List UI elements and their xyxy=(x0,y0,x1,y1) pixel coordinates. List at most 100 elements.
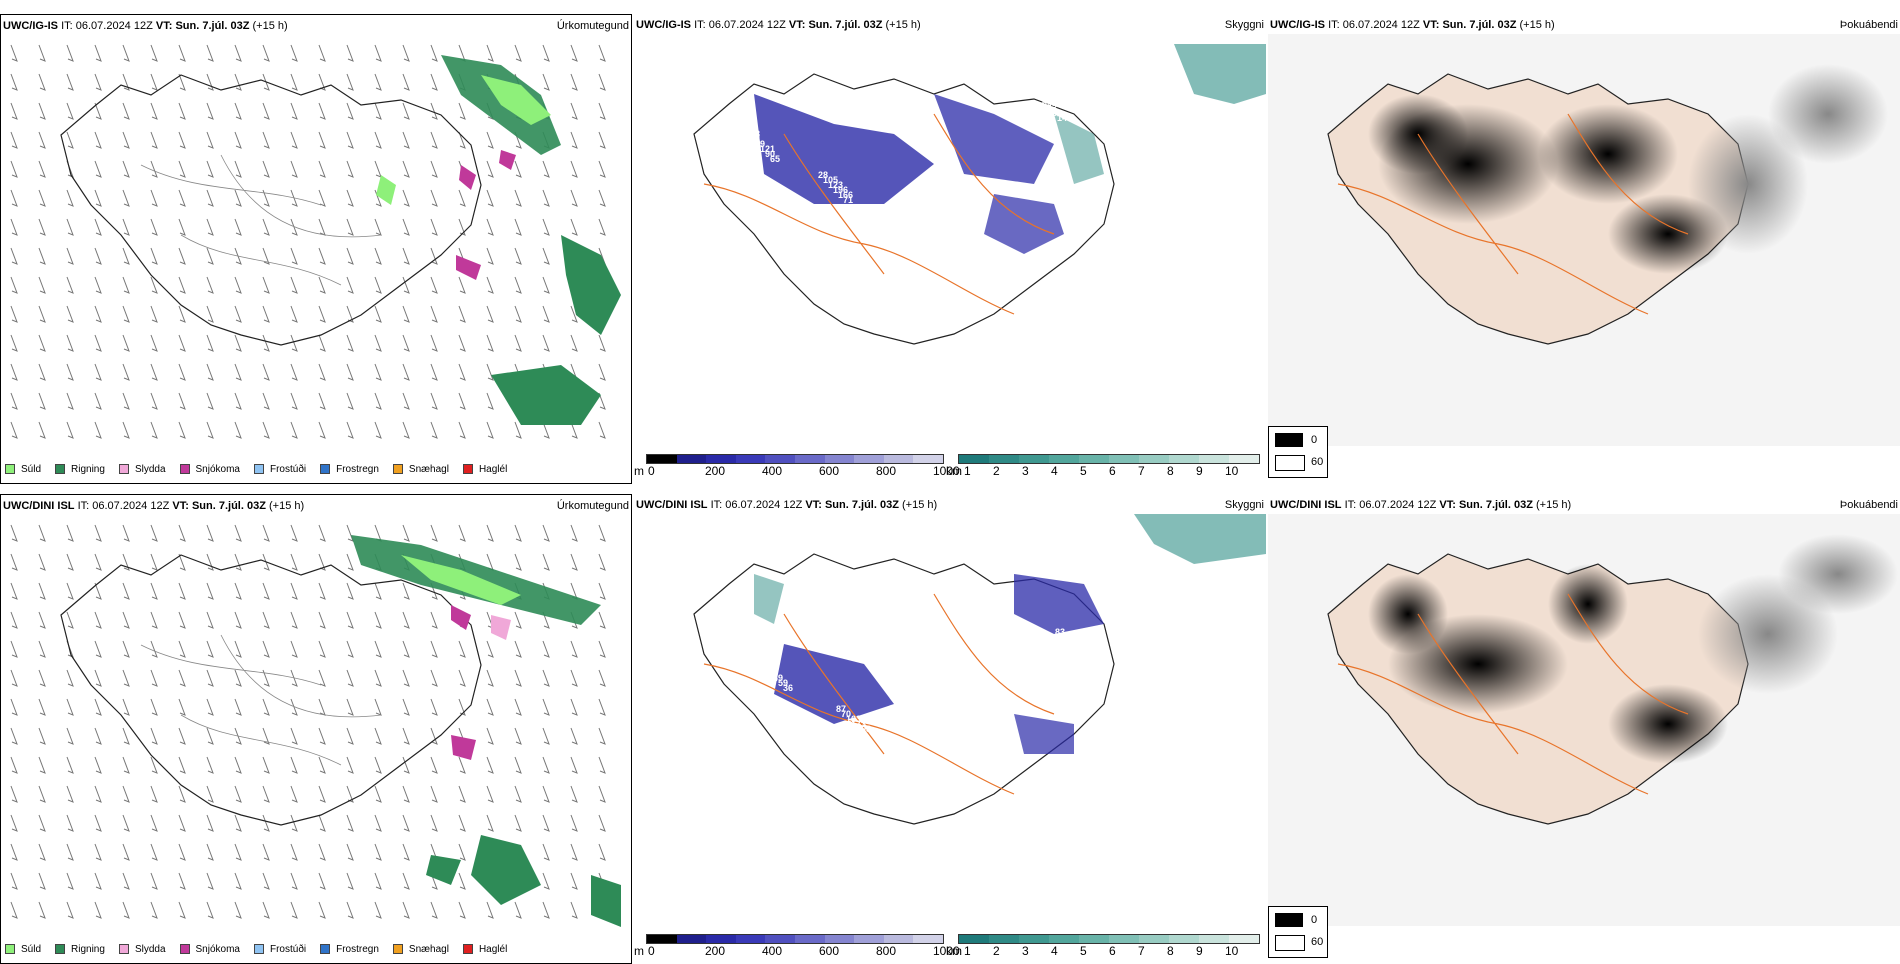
visibility-value: 163 xyxy=(846,714,861,724)
wind-barb xyxy=(542,247,550,265)
vt-label: VT: xyxy=(1439,499,1456,511)
wind-barb xyxy=(66,131,74,149)
wind-barb xyxy=(150,843,158,861)
wind-barb xyxy=(598,553,606,571)
wind-barb xyxy=(94,582,102,600)
wind-barb xyxy=(234,305,242,323)
vt-value: Sun. 7.júl. 03Z xyxy=(808,19,883,31)
fog-panel-bottom: UWC/DINI ISL IT: 06.07.2024 12Z VT: Sun.… xyxy=(1268,494,1900,964)
wind-barb xyxy=(542,421,550,439)
wind-barb xyxy=(38,160,46,178)
wind-barb xyxy=(318,756,326,774)
panel-title: Þokuábendi xyxy=(1839,499,1898,511)
legend-label: Frostúði xyxy=(269,943,307,955)
wind-barb xyxy=(542,160,550,178)
wind-barb xyxy=(598,582,606,600)
wind-barb xyxy=(66,421,74,439)
wind-barb xyxy=(206,611,214,629)
wind-barb xyxy=(262,669,270,687)
wind-barb xyxy=(262,305,270,323)
legend-swatch xyxy=(253,944,264,954)
legend-item: Frostregn xyxy=(320,461,379,477)
visibility-tick: 4 xyxy=(1051,464,1058,478)
wind-barb xyxy=(234,727,242,745)
wind-barb xyxy=(542,189,550,207)
wind-barb xyxy=(514,727,522,745)
wind-barb xyxy=(38,785,46,803)
wind-barb xyxy=(402,363,410,381)
wind-barb xyxy=(178,611,186,629)
wind-barb xyxy=(402,131,410,149)
wind-barb xyxy=(122,160,130,178)
wind-barb xyxy=(346,611,354,629)
cloud-base-tick: 800 xyxy=(876,944,897,958)
wind-barb xyxy=(94,363,102,381)
wind-barb xyxy=(486,363,494,381)
wind-barb xyxy=(570,334,578,352)
wind-barb xyxy=(486,131,494,149)
wind-barb xyxy=(262,640,270,658)
wind-barb xyxy=(486,669,494,687)
wind-barb xyxy=(570,553,578,571)
wind-barb xyxy=(122,669,130,687)
wind-barb xyxy=(514,553,522,571)
wind-barb xyxy=(206,524,214,542)
wind-barb xyxy=(318,334,326,352)
wind-barb xyxy=(486,218,494,236)
legend-item: Rigning xyxy=(55,941,105,957)
wind-barb xyxy=(542,727,550,745)
wind-barb xyxy=(262,392,270,410)
wind-barb xyxy=(542,814,550,832)
wind-barb xyxy=(430,872,438,890)
cloud-base-tick: 200 xyxy=(705,464,726,478)
wind-barb xyxy=(290,640,298,658)
wind-barb xyxy=(94,334,102,352)
wind-barb xyxy=(430,305,438,323)
wind-barb xyxy=(262,247,270,265)
wind-barb xyxy=(10,44,18,62)
wind-barb xyxy=(458,102,466,120)
wind-barb xyxy=(262,553,270,571)
wind-barb xyxy=(402,669,410,687)
visibility-value: 89 xyxy=(929,765,939,775)
wind-barb xyxy=(206,160,214,178)
wind-barb xyxy=(262,756,270,774)
fog-light-label: 60 xyxy=(1311,456,1324,468)
wind-barb xyxy=(94,553,102,571)
wind-barb xyxy=(542,872,550,890)
visibility-value: 82 xyxy=(1052,108,1062,118)
wind-barb xyxy=(402,843,410,861)
wind-barb xyxy=(38,392,46,410)
wind-barb xyxy=(66,218,74,236)
wind-barb xyxy=(458,334,466,352)
wind-barb xyxy=(374,756,382,774)
wind-barb xyxy=(150,276,158,294)
wind-barb xyxy=(94,524,102,542)
wind-barb xyxy=(570,102,578,120)
panel-header: UWC/IG-IS IT: 06.07.2024 12Z VT: Sun. 7.… xyxy=(1270,19,1898,35)
wind-barb xyxy=(514,698,522,716)
vt-label: VT: xyxy=(172,500,189,512)
wind-barb xyxy=(318,102,326,120)
wind-barb xyxy=(542,73,550,91)
legend-item: Frostregn xyxy=(320,941,379,957)
wind-barb xyxy=(290,785,298,803)
visibility-value: 93 xyxy=(964,252,974,262)
wind-barb xyxy=(66,698,74,716)
wind-barb xyxy=(486,44,494,62)
cloud-base-tick: 800 xyxy=(876,464,897,478)
wind-barb xyxy=(10,669,18,687)
wind-barb xyxy=(290,305,298,323)
wind-barb xyxy=(290,756,298,774)
wind-barb xyxy=(206,843,214,861)
wind-barb xyxy=(206,305,214,323)
wind-barb xyxy=(150,611,158,629)
visibility-value: 78 xyxy=(992,596,1002,606)
wind-barb xyxy=(570,872,578,890)
cloud-base-ramp xyxy=(646,454,944,464)
wind-barb xyxy=(122,553,130,571)
visibility-tick: 5 xyxy=(1080,944,1087,958)
wind-barb xyxy=(234,189,242,207)
wind-barb xyxy=(38,640,46,658)
wind-barb xyxy=(542,553,550,571)
